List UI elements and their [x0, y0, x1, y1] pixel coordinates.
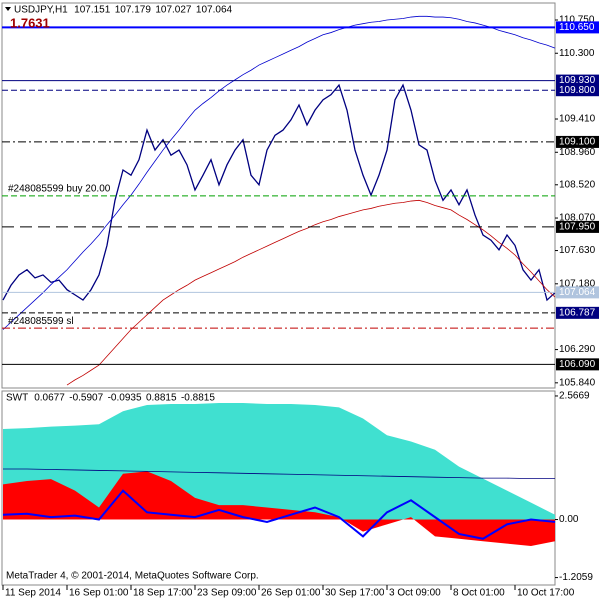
y-tick-label: 2.5669 — [559, 391, 590, 402]
header-value: 107.027 — [155, 5, 192, 16]
price-box-label: 106.787 — [559, 307, 596, 318]
y-tick-label: 110.750 — [559, 15, 595, 26]
x-tick-label: 8 Oct 01:00 — [453, 588, 505, 599]
price-box — [556, 358, 599, 371]
annotation: 1.7631 — [10, 15, 50, 30]
line — [3, 468, 555, 480]
y-tick-label: -1.2059 — [559, 572, 593, 583]
line — [2, 15, 556, 330]
y-tick-label: 0.00 — [559, 514, 579, 525]
menu-arrow — [5, 7, 11, 11]
y-tick-label: 109.410 — [559, 114, 596, 125]
price-box — [556, 74, 599, 87]
x-tick-label: 3 Oct 09:00 — [389, 588, 441, 599]
x-tick-label: 16 Sep 01:00 — [69, 588, 129, 599]
price-box-label: 109.800 — [559, 85, 596, 96]
y-tick-label: 105.840 — [559, 377, 596, 388]
header-value: -0.8815 — [181, 393, 215, 404]
y-tick-label: 108.520 — [559, 179, 596, 190]
header-value: 107.064 — [196, 5, 233, 16]
footer: MetaTrader 4, © 2001-2014, MetaQuotes So… — [6, 571, 259, 582]
indicator-title: SWT — [6, 393, 28, 404]
x-tick-label: 30 Sep 17:00 — [325, 588, 385, 599]
y-tick-label: 106.290 — [559, 344, 596, 355]
chart-title: USDJPY,H1 — [14, 5, 68, 16]
order-label: #248085599 sl — [8, 316, 74, 327]
price-box — [556, 135, 599, 148]
price-box — [556, 286, 599, 299]
price-box — [556, 220, 599, 233]
price-box-label: 109.930 — [559, 75, 596, 86]
price-box — [556, 306, 599, 319]
order-label: #248085599 buy 20.00 — [8, 184, 111, 195]
header-value: 0.0677 — [34, 393, 65, 404]
header-value: 107.179 — [115, 5, 152, 16]
header-value: -0.0935 — [108, 393, 142, 404]
header-value: 0.8815 — [146, 393, 177, 404]
price-box-label: 110.650 — [559, 22, 595, 33]
line — [2, 83, 556, 302]
line — [2, 489, 556, 540]
area — [3, 471, 555, 547]
price-box — [556, 84, 599, 97]
x-tick-label: 10 Oct 17:00 — [517, 588, 575, 599]
x-tick-label: 23 Sep 09:00 — [197, 588, 257, 599]
price-box — [556, 21, 599, 34]
price-box-label: 109.100 — [559, 137, 596, 148]
header-value: 107.151 — [74, 5, 111, 16]
y-tick-label: 107.630 — [559, 245, 596, 256]
y-tick-label: 108.960 — [559, 147, 596, 158]
x-tick-label: 26 Sep 01:00 — [261, 588, 321, 599]
header-value: -0.5907 — [69, 393, 103, 404]
x-tick-label: 11 Sep 2014 — [5, 588, 61, 599]
price-box-label: 107.064 — [559, 287, 596, 298]
price-box-label: 106.090 — [559, 359, 596, 370]
x-tick-label: 18 Sep 17:00 — [133, 588, 193, 599]
price-box-label: 107.950 — [559, 222, 596, 233]
y-tick-label: 108.070 — [559, 213, 596, 224]
y-tick-label: 107.180 — [559, 278, 596, 289]
y-tick-label: 110.300 — [559, 48, 595, 59]
